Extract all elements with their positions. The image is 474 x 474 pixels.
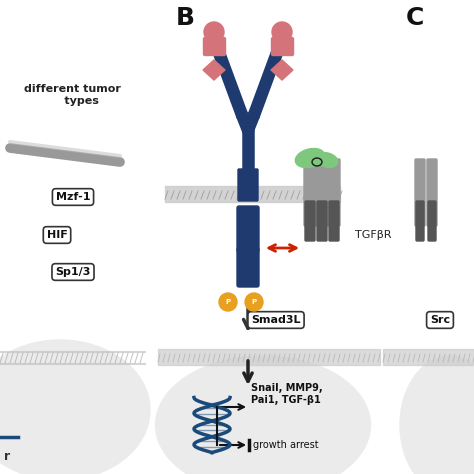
FancyBboxPatch shape (416, 201, 424, 241)
Text: C: C (406, 6, 424, 30)
FancyBboxPatch shape (165, 186, 340, 202)
Ellipse shape (155, 356, 371, 474)
Circle shape (272, 22, 292, 42)
Text: r: r (4, 450, 10, 463)
FancyBboxPatch shape (203, 37, 226, 55)
Text: Smad3L: Smad3L (251, 315, 301, 325)
Circle shape (245, 293, 263, 311)
Circle shape (219, 293, 237, 311)
Text: growth arrest: growth arrest (253, 440, 319, 450)
FancyBboxPatch shape (158, 349, 380, 365)
Text: HIF: HIF (46, 230, 67, 240)
FancyBboxPatch shape (415, 159, 425, 226)
FancyBboxPatch shape (427, 159, 437, 226)
Ellipse shape (316, 153, 338, 167)
Ellipse shape (295, 148, 325, 167)
Circle shape (204, 22, 224, 42)
Ellipse shape (313, 159, 320, 164)
Text: different tumor
     types: different tumor types (24, 84, 120, 106)
FancyBboxPatch shape (428, 201, 436, 241)
Ellipse shape (312, 158, 322, 166)
Ellipse shape (400, 356, 474, 474)
FancyBboxPatch shape (304, 159, 316, 226)
FancyBboxPatch shape (328, 159, 340, 226)
Text: Src: Src (430, 315, 450, 325)
Polygon shape (271, 60, 293, 80)
FancyBboxPatch shape (238, 169, 258, 201)
FancyBboxPatch shape (272, 37, 293, 55)
Text: B: B (175, 6, 194, 30)
FancyBboxPatch shape (316, 159, 328, 226)
FancyBboxPatch shape (329, 201, 339, 241)
FancyBboxPatch shape (383, 349, 474, 365)
Text: Snail, MMP9,
Pai1, TGF-β1: Snail, MMP9, Pai1, TGF-β1 (251, 383, 323, 405)
FancyBboxPatch shape (237, 206, 259, 252)
Text: P: P (226, 299, 230, 305)
Text: TGFβR: TGFβR (355, 230, 392, 240)
FancyBboxPatch shape (237, 248, 259, 287)
Ellipse shape (0, 340, 150, 474)
Text: Sp1/3: Sp1/3 (55, 267, 91, 277)
Text: Mzf-1: Mzf-1 (56, 192, 90, 202)
Text: P: P (251, 299, 256, 305)
Polygon shape (203, 60, 225, 80)
FancyBboxPatch shape (317, 201, 327, 241)
FancyBboxPatch shape (305, 201, 315, 241)
